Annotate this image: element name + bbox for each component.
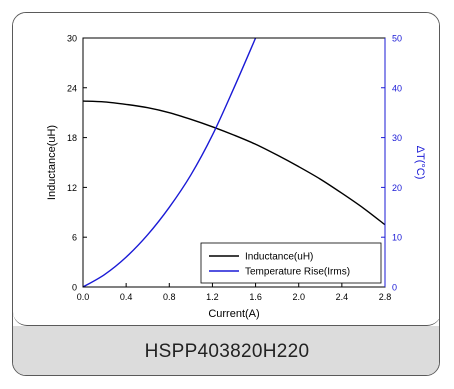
right-tick-label-2: 20 xyxy=(392,183,402,193)
left-tick-label-1: 6 xyxy=(72,233,77,243)
legend-label-temperature: Temperature Rise(Irms) xyxy=(245,267,350,278)
x-tick-label-5: 2.0 xyxy=(292,292,305,302)
x-tick-label-0: 0.0 xyxy=(77,292,90,302)
right-tick-label-5: 50 xyxy=(392,34,402,44)
x-axis-ticks: 0.0 0.4 0.8 1.2 1.6 2.0 2.4 2.8 xyxy=(77,283,392,302)
right-tick-label-3: 30 xyxy=(392,133,402,143)
right-axis-ticks: 0 10 20 30 40 50 xyxy=(381,34,402,293)
legend: Inductance(uH) Temperature Rise(Irms) xyxy=(200,242,382,284)
part-number-label: HSPP403820H220 xyxy=(144,340,310,362)
x-tick-label-3: 1.2 xyxy=(206,292,219,302)
x-axis-label: Current(A) xyxy=(208,308,259,320)
right-tick-label-0: 0 xyxy=(392,283,397,293)
left-tick-label-0: 0 xyxy=(72,283,77,293)
x-tick-label-7: 2.8 xyxy=(379,292,392,302)
footer-bar: HSPP403820H220 xyxy=(13,326,439,375)
x-tick-label-6: 2.4 xyxy=(336,292,349,302)
right-tick-label-4: 40 xyxy=(392,83,402,93)
x-tick-label-4: 1.6 xyxy=(249,292,262,302)
legend-box xyxy=(200,242,382,284)
series-temperature-line xyxy=(82,37,257,288)
left-axis-ticks: 0 6 12 18 24 30 xyxy=(67,34,87,293)
left-tick-label-2: 12 xyxy=(67,183,77,193)
chart-area: 0 6 12 18 24 30 0 10 20 30 40 50 0.0 0.4 0.8 1.2 1.6 2.… xyxy=(13,13,439,326)
legend-label-inductance: Inductance(uH) xyxy=(245,252,313,263)
left-tick-label-3: 18 xyxy=(67,133,77,143)
left-tick-label-4: 24 xyxy=(67,83,77,93)
chart-card: 0 6 12 18 24 30 0 10 20 30 40 50 0.0 0.4 0.8 1.2 1.6 2.… xyxy=(12,12,440,376)
left-tick-label-5: 30 xyxy=(67,34,77,44)
inductance-temperature-chart: 0 6 12 18 24 30 0 10 20 30 40 50 0.0 0.4 0.8 1.2 1.6 2.… xyxy=(46,34,426,321)
x-tick-label-2: 0.8 xyxy=(163,292,176,302)
series-inductance-line xyxy=(82,100,386,226)
right-axis-label: ΔT(°C) xyxy=(414,146,426,180)
y-axis-label: Inductance(uH) xyxy=(46,125,58,200)
right-tick-label-1: 10 xyxy=(392,233,402,243)
x-tick-label-1: 0.4 xyxy=(120,292,133,302)
